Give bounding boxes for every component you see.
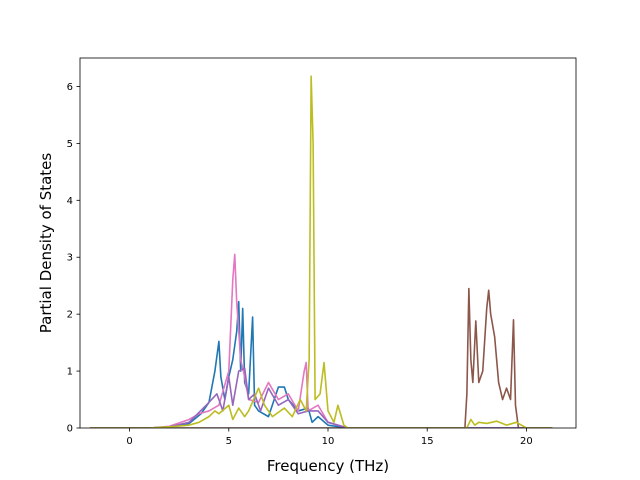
x-tick-label-1: 5 <box>226 436 232 447</box>
x-tick-label-4: 20 <box>520 436 533 447</box>
y-axis-label: Partial Density of States <box>37 153 55 334</box>
y-tick-label-3: 3 <box>67 253 73 264</box>
y-tick-label-4: 4 <box>67 196 73 207</box>
series-layer <box>89 75 553 428</box>
y-tick-label-0: 0 <box>67 424 73 435</box>
x-axis-label: Frequency (THz) <box>267 457 389 475</box>
y-tick-label-2: 2 <box>67 310 73 321</box>
series-line-2 <box>89 287 553 428</box>
y-tick-label-6: 6 <box>67 82 73 93</box>
y-axis-ticks: 0 1 2 3 4 5 6 <box>67 82 80 435</box>
x-tick-label-0: 0 <box>126 436 132 447</box>
y-tick-label-1: 1 <box>67 367 73 378</box>
y-tick-label-5: 5 <box>67 139 73 150</box>
x-tick-label-2: 10 <box>322 436 335 447</box>
x-tick-label-3: 15 <box>421 436 434 447</box>
series-line-3 <box>89 367 553 428</box>
plot-frame <box>79 57 577 429</box>
series-line-4 <box>89 75 553 428</box>
x-axis-ticks: 0 5 10 15 20 <box>126 428 533 447</box>
series-line-1 <box>89 253 553 428</box>
